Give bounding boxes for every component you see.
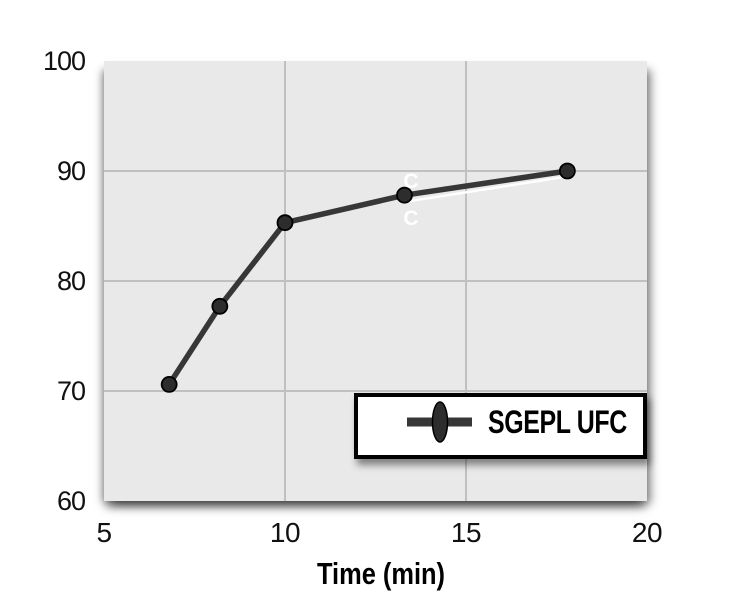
data-point-marker: [396, 186, 413, 204]
data-point-marker: [160, 375, 178, 393]
x-tick-label: 5: [96, 517, 111, 548]
data-point-marker: [276, 214, 294, 232]
data-point-marker: [211, 297, 229, 315]
series-line: [166, 168, 571, 388]
y-tick-label: 60: [57, 486, 85, 516]
legend: SGEPL UFC: [354, 393, 647, 459]
y-tick-label: 100: [43, 46, 85, 76]
x-tick-label: 15: [451, 517, 481, 548]
annotation-letter: C: [403, 170, 418, 193]
x-axis-title: Time (min): [316, 556, 446, 591]
x-tick-label: 10: [270, 517, 300, 548]
legend-row: SGEPL UFC: [358, 399, 666, 445]
annotation-letter: C: [403, 207, 418, 230]
y-tick-label: 80: [57, 266, 85, 296]
data-point-marker: [558, 162, 576, 180]
y-tick-label: 90: [57, 156, 85, 186]
x-tick-label: 20: [632, 517, 662, 548]
y-tick-label: 70: [57, 376, 85, 406]
legend-marker-icon: [407, 401, 472, 443]
highlight-line: [403, 175, 569, 204]
legend-label: SGEPL UFC: [488, 403, 627, 440]
legend-ellipse-marker: [431, 401, 449, 443]
